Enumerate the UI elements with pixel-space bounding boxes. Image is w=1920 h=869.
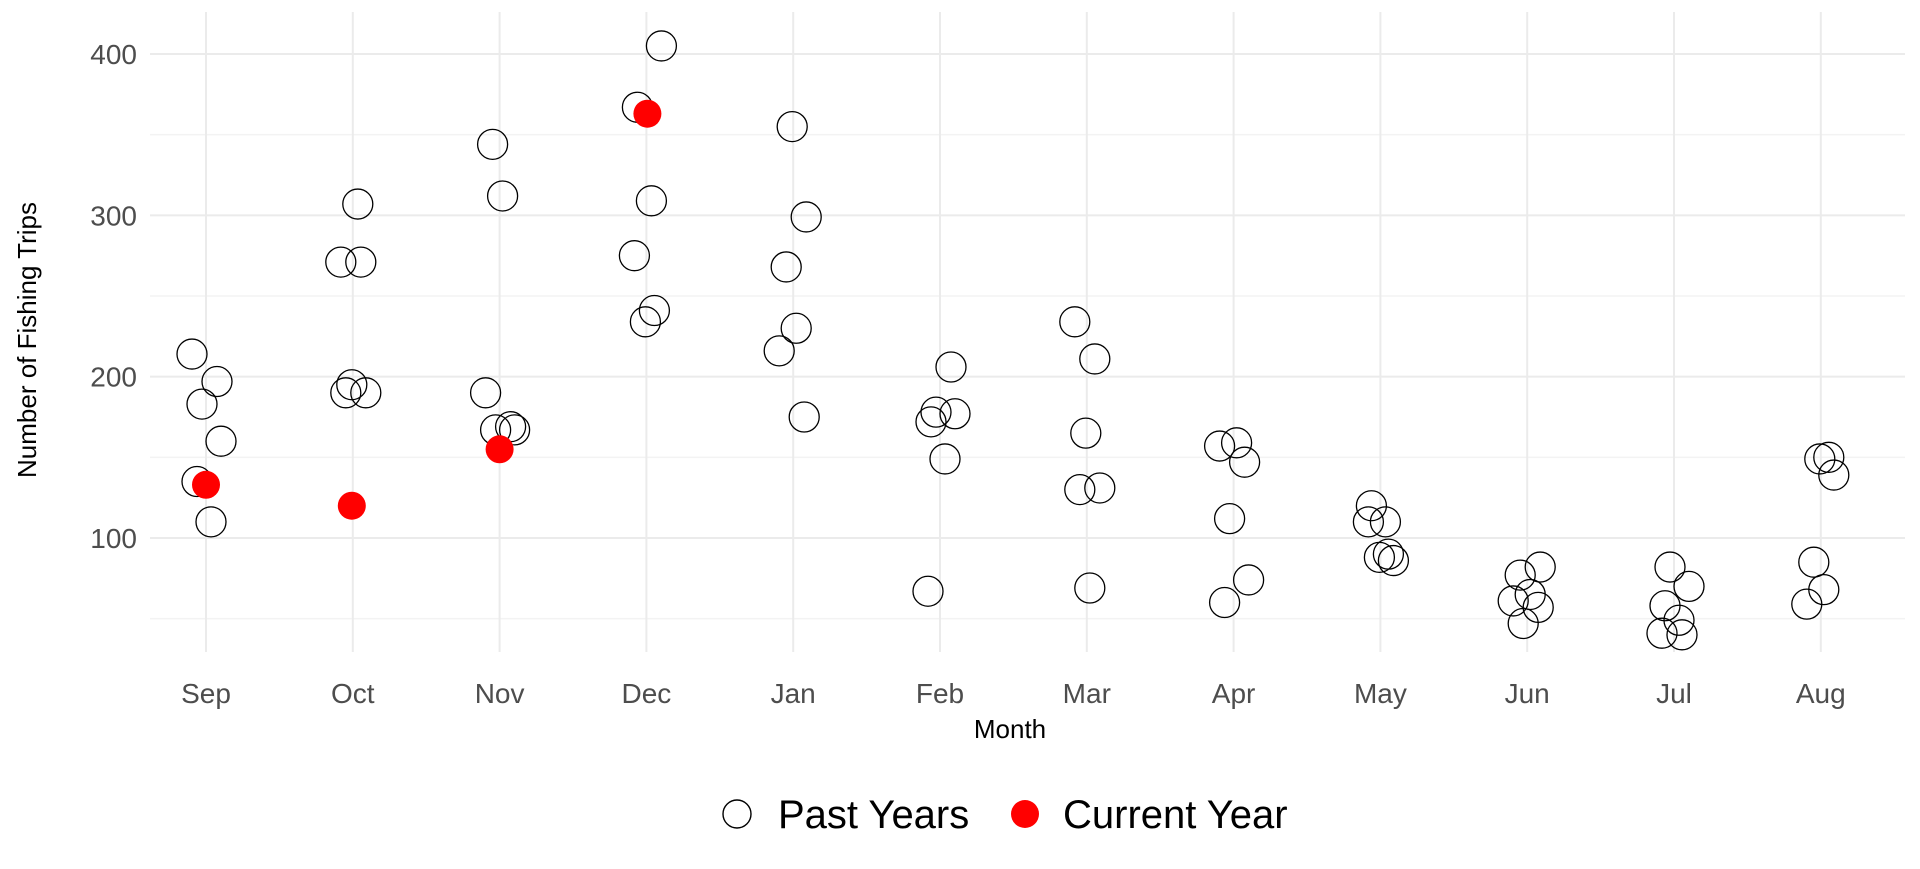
data-point-past-year	[325, 246, 357, 278]
x-axis-title: Month	[974, 714, 1046, 744]
data-point-past-year	[1673, 570, 1705, 603]
data-point-past-year	[1064, 473, 1096, 506]
x-tick-label: Sep	[181, 678, 231, 709]
data-point-past-year	[1203, 430, 1236, 462]
y-axis-ticks: 100 200 300 400	[90, 39, 137, 554]
data-point-past-year	[780, 312, 812, 344]
data-point-past-year	[935, 351, 967, 383]
x-tick-label: May	[1354, 678, 1407, 709]
data-point-past-year	[638, 294, 671, 327]
y-tick-label: 300	[90, 200, 137, 231]
data-point-past-year	[342, 188, 374, 220]
x-tick-label: Feb	[916, 678, 964, 709]
data-point-past-year	[1497, 585, 1529, 617]
data-point-past-year	[469, 377, 502, 409]
data-point-past-year	[920, 396, 952, 428]
data-point-past-year	[915, 406, 947, 438]
data-point-past-year	[1372, 538, 1405, 570]
data-point-past-year	[1084, 472, 1116, 504]
grid	[150, 12, 1905, 652]
data-point-past-year	[1377, 544, 1410, 577]
data-point-past-year	[790, 201, 822, 233]
data-point-past-year	[1524, 551, 1556, 583]
data-point-past-year	[1504, 559, 1536, 591]
data-point-past-year	[763, 335, 795, 367]
legend-past-years-label: Past Years	[778, 793, 969, 837]
x-tick-label: Jul	[1656, 678, 1692, 709]
data-point-past-year	[912, 575, 944, 607]
x-tick-label: Nov	[475, 678, 525, 709]
data-point-past-year	[1352, 506, 1385, 538]
data-point-past-year	[1654, 551, 1686, 583]
data-point-past-year	[788, 401, 820, 433]
data-point-past-year	[1208, 586, 1241, 619]
data-point-past-year	[1798, 546, 1830, 578]
data-point-past-year	[1363, 541, 1396, 574]
data-point-current-year	[192, 470, 220, 499]
x-tick-label: Jan	[771, 678, 816, 709]
data-point-past-year	[1074, 572, 1106, 604]
data-point-past-year	[345, 246, 377, 278]
data-point-current-year	[337, 491, 366, 520]
data-point-past-year	[1663, 604, 1695, 636]
data-point-past-year	[1059, 306, 1091, 338]
legend-current-year-label: Current Year	[1063, 793, 1288, 837]
data-point-past-year	[1646, 617, 1678, 649]
x-tick-label: Aug	[1796, 678, 1846, 709]
current-year-points	[192, 99, 662, 520]
data-point-current-year	[633, 99, 662, 128]
data-point-past-year	[498, 414, 531, 446]
past-years-points	[176, 30, 1850, 651]
y-axis-title: Number of Fishing Trips	[12, 202, 42, 478]
x-tick-label: Dec	[622, 678, 672, 709]
data-point-past-year	[645, 30, 678, 62]
data-point-past-year	[1507, 607, 1539, 640]
x-tick-label: Mar	[1063, 678, 1111, 709]
data-point-past-year	[205, 425, 237, 457]
x-tick-label: Jun	[1505, 678, 1550, 709]
data-point-past-year	[939, 398, 971, 430]
data-point-past-year	[1228, 446, 1261, 478]
data-point-past-year	[330, 377, 362, 409]
legend-past-years-marker	[722, 799, 752, 829]
x-axis-ticks: Sep Oct Nov Dec Jan Feb Mar Apr May Jun Jul Aug	[181, 678, 1846, 709]
data-point-current-year	[485, 435, 514, 464]
data-point-past-year	[1079, 343, 1111, 375]
data-point-past-year	[629, 306, 662, 338]
y-tick-label: 400	[90, 39, 137, 70]
x-tick-label: Apr	[1212, 678, 1256, 709]
data-point-past-year	[618, 240, 651, 272]
data-point-past-year	[1369, 506, 1402, 538]
data-point-past-year	[635, 185, 668, 217]
data-point-past-year	[1070, 417, 1102, 449]
data-point-past-year	[1808, 573, 1840, 606]
x-tick-label: Oct	[331, 678, 375, 709]
data-point-past-year	[929, 443, 961, 475]
y-tick-label: 200	[90, 362, 137, 393]
data-point-past-year	[1666, 619, 1698, 651]
data-point-past-year	[486, 180, 519, 212]
legend: Past Years Current Year	[722, 793, 1288, 837]
data-point-past-year	[476, 128, 509, 160]
data-point-past-year	[195, 506, 227, 538]
legend-current-year-marker	[1011, 800, 1039, 828]
data-point-past-year	[1791, 588, 1823, 620]
data-point-past-year	[1804, 443, 1836, 475]
data-point-past-year	[201, 365, 233, 398]
data-point-past-year	[1232, 564, 1265, 596]
y-tick-label: 100	[90, 523, 137, 554]
data-point-past-year	[1213, 502, 1246, 535]
data-point-past-year	[186, 388, 218, 420]
data-point-past-year	[1220, 427, 1253, 459]
data-point-past-year	[770, 251, 802, 283]
data-point-past-year	[1818, 459, 1850, 491]
data-point-past-year	[776, 110, 808, 143]
data-point-past-year	[350, 377, 382, 409]
data-point-past-year	[176, 338, 208, 370]
data-point-past-year	[1355, 490, 1388, 522]
data-point-past-year	[1813, 441, 1845, 473]
